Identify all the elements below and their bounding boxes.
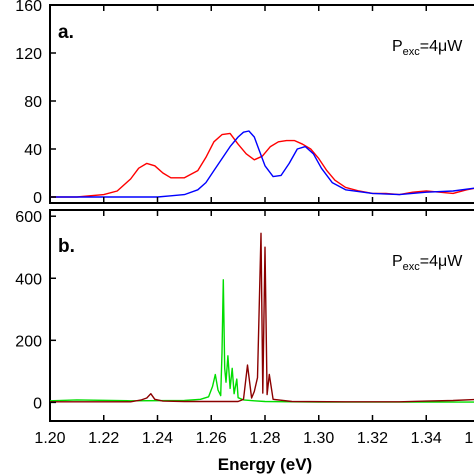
y-tick-label: 40: [24, 142, 42, 159]
x-tick-label: 1.36: [464, 430, 474, 447]
x-tick-label: 1.20: [34, 430, 65, 447]
y-tick-label: 120: [15, 46, 42, 63]
annotation-rest: =4μW: [420, 253, 463, 270]
x-axis-title: Energy (eV): [218, 455, 312, 474]
panel-b-y-axis: 0 200 400 600: [15, 209, 56, 412]
y-tick-label: 0: [33, 190, 42, 207]
y-tick-label: 200: [15, 333, 42, 350]
panel-b-series-1-line: [50, 232, 474, 403]
panel-b-series-0-line: [49, 279, 474, 403]
panel-a-label: a.: [58, 22, 74, 43]
annotation-sub: exc: [403, 46, 421, 58]
y-tick-label: 160: [15, 0, 42, 15]
panel-a: 0 40 80 120 160 a. Pexc=4μW: [15, 0, 474, 207]
annotation-rest: =4μW: [420, 38, 463, 55]
annotation-main: P: [392, 38, 403, 55]
panel-b-power-annotation: Pexc=4μW: [392, 253, 463, 273]
x-tick-label: 1.22: [88, 430, 119, 447]
x-tick-label: 1.32: [357, 430, 388, 447]
panel-a-power-annotation: Pexc=4μW: [392, 38, 463, 58]
annotation-main: P: [392, 253, 403, 270]
panel-a-series-1-line: [50, 130, 474, 198]
y-tick-label: 80: [24, 94, 42, 111]
x-tick-label: 1.28: [249, 430, 280, 447]
panel-a-x-axis: [49, 5, 427, 203]
panel-b-series: [49, 232, 474, 403]
panel-b-label: b.: [58, 236, 75, 257]
x-tick-label: 1.30: [303, 430, 334, 447]
panel-a-series: [50, 130, 474, 198]
annotation-sub: exc: [403, 261, 421, 273]
panel-a-frame: [49, 4, 474, 204]
panel-b-x-axis: 1.20 1.22 1.24 1.26 1.28 1.30 1.32 1.34 1.36: [34, 210, 474, 447]
x-tick-label: 1.34: [411, 430, 442, 447]
panel-a-y-axis: 0 40 80 120 160: [15, 0, 56, 207]
panel-a-series-0-line: [50, 132, 474, 198]
x-tick-label: 1.26: [196, 430, 227, 447]
y-tick-label: 0: [33, 395, 42, 412]
y-tick-label: 600: [15, 209, 42, 226]
x-tick-label: 1.24: [142, 430, 173, 447]
y-tick-label: 400: [15, 271, 42, 288]
